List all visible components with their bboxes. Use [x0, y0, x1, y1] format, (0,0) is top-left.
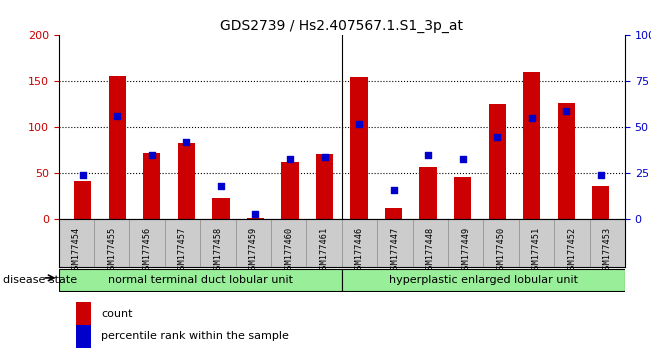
Text: GSM177460: GSM177460 — [284, 227, 293, 274]
Text: GSM177449: GSM177449 — [461, 227, 470, 274]
Text: GSM177452: GSM177452 — [568, 227, 576, 274]
Text: GSM177453: GSM177453 — [603, 227, 612, 274]
Text: GSM177461: GSM177461 — [320, 227, 329, 274]
Bar — [342, 268, 625, 291]
Point — [389, 187, 399, 193]
Point — [215, 183, 226, 189]
Point — [250, 211, 260, 217]
Text: GSM177454: GSM177454 — [72, 227, 81, 274]
Text: GSM177459: GSM177459 — [249, 227, 258, 274]
Point — [561, 108, 572, 114]
Point — [319, 154, 329, 160]
Bar — [558, 103, 575, 219]
Bar — [523, 72, 540, 219]
Text: GSM177446: GSM177446 — [355, 227, 364, 274]
Bar — [76, 325, 91, 348]
Point — [527, 115, 537, 121]
Bar — [350, 77, 368, 219]
Bar — [316, 154, 333, 219]
Bar — [385, 209, 402, 219]
Bar — [454, 177, 471, 219]
Text: disease state: disease state — [3, 275, 77, 285]
Point — [181, 139, 191, 145]
Bar — [212, 198, 230, 219]
Text: GSM177456: GSM177456 — [143, 227, 152, 274]
Point — [458, 156, 468, 161]
Text: GSM177448: GSM177448 — [426, 227, 435, 274]
Bar — [109, 76, 126, 219]
Bar — [178, 143, 195, 219]
Point — [284, 156, 295, 161]
Text: count: count — [101, 309, 133, 319]
Bar — [419, 167, 437, 219]
Bar — [143, 153, 160, 219]
Bar — [281, 162, 299, 219]
Point — [146, 152, 157, 158]
Bar — [247, 218, 264, 219]
Text: percentile rank within the sample: percentile rank within the sample — [101, 331, 289, 341]
Text: normal terminal duct lobular unit: normal terminal duct lobular unit — [107, 275, 293, 285]
Text: GSM177458: GSM177458 — [214, 227, 223, 274]
Text: GSM177455: GSM177455 — [107, 227, 116, 274]
Point — [492, 134, 503, 139]
Bar — [488, 103, 506, 219]
Point — [354, 121, 365, 127]
Title: GDS2739 / Hs2.407567.1.S1_3p_at: GDS2739 / Hs2.407567.1.S1_3p_at — [220, 19, 464, 33]
Text: GSM177451: GSM177451 — [532, 227, 541, 274]
Text: hyperplastic enlarged lobular unit: hyperplastic enlarged lobular unit — [389, 275, 578, 285]
Text: GSM177447: GSM177447 — [391, 227, 399, 274]
Point — [77, 172, 88, 178]
Bar — [76, 302, 91, 325]
Text: GSM177457: GSM177457 — [178, 227, 187, 274]
Bar — [74, 181, 91, 219]
Point — [423, 152, 434, 158]
Text: GSM177450: GSM177450 — [497, 227, 506, 274]
Point — [596, 172, 606, 178]
Bar — [59, 268, 342, 291]
Bar — [592, 186, 609, 219]
Point — [112, 114, 122, 119]
